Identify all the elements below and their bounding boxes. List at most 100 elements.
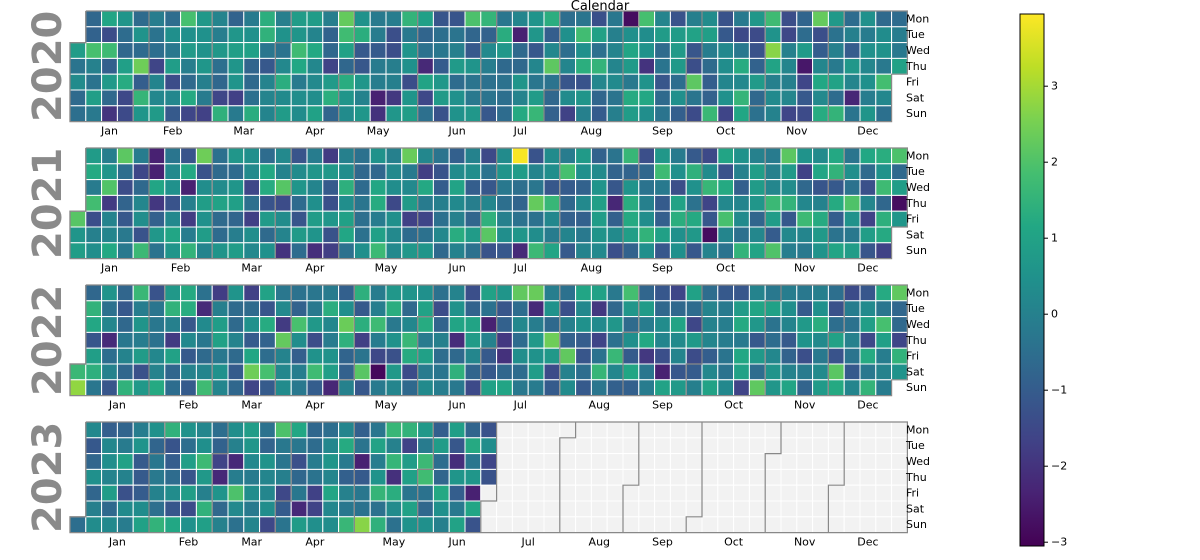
day-cell (764, 516, 782, 534)
day-cell (875, 453, 893, 470)
day-cell (148, 73, 166, 91)
day-cell (101, 73, 118, 91)
day-cell (496, 105, 513, 123)
day-cell (290, 316, 308, 333)
day-cell (559, 179, 577, 196)
day-cell (812, 453, 829, 470)
day-cell (748, 10, 766, 28)
day-cell (859, 57, 877, 75)
day-cell (353, 284, 371, 302)
day-cell (717, 300, 735, 318)
day-cell (654, 347, 671, 365)
day-cell (733, 89, 750, 107)
day-cell (259, 163, 276, 181)
day-cell (464, 468, 482, 486)
day-cell (385, 179, 403, 196)
day-cell (733, 42, 750, 59)
day-cell (116, 347, 134, 365)
day-cell (227, 516, 245, 534)
day-cell (669, 163, 687, 181)
day-cell (85, 453, 103, 470)
day-cell (590, 437, 608, 455)
month-boundary (827, 148, 845, 259)
month-boundary (622, 148, 640, 259)
day-cell (559, 147, 577, 165)
day-cell (527, 210, 545, 228)
day-cell (654, 42, 671, 59)
day-cell (717, 316, 735, 333)
day-cell (148, 453, 166, 470)
day-cell (606, 300, 624, 318)
day-cell (511, 242, 529, 260)
day-cell (101, 300, 118, 318)
day-cell (733, 347, 750, 365)
day-cell (132, 484, 150, 502)
day-cell (401, 57, 419, 75)
day-cell (606, 331, 624, 349)
day-cell (274, 484, 292, 502)
day-cell (148, 89, 166, 107)
day-cell (543, 73, 561, 91)
day-cell (227, 242, 245, 260)
day-cell (527, 57, 545, 75)
day-cell (480, 163, 498, 181)
day-cell (164, 284, 182, 302)
day-cell (827, 379, 845, 397)
month-boundary (559, 422, 577, 533)
day-cell (559, 300, 577, 318)
day-cell (385, 421, 403, 439)
day-cell (417, 331, 434, 349)
day-cell (701, 363, 719, 381)
day-cell (764, 316, 782, 333)
day-cell (733, 26, 750, 44)
day-cell (243, 484, 261, 502)
day-cell (701, 210, 719, 228)
month-label: Jun (448, 399, 466, 412)
month-boundary (211, 285, 229, 396)
day-cell (622, 468, 640, 486)
day-cell (843, 316, 861, 333)
day-cell (385, 468, 403, 486)
day-cell (733, 500, 750, 518)
day-cell (448, 73, 466, 91)
day-cell (559, 10, 577, 28)
day-cell (543, 500, 561, 518)
month-outlines-2023 (69, 421, 909, 534)
day-cell (527, 437, 545, 455)
day-cell (369, 226, 387, 244)
day-cell (511, 210, 529, 228)
day-cell (211, 57, 229, 75)
day-cell (843, 242, 861, 260)
day-label: Wed (906, 181, 930, 194)
day-cell (385, 42, 403, 59)
day-cell (259, 500, 276, 518)
day-cell (717, 226, 735, 244)
day-cell (575, 316, 592, 333)
day-cell (338, 179, 355, 196)
day-cell (859, 147, 877, 165)
day-cell (401, 437, 419, 455)
day-cell (796, 147, 814, 165)
day-cell (543, 194, 561, 212)
day-cell (101, 284, 118, 302)
month-boundary (764, 422, 782, 533)
day-cell (543, 179, 561, 196)
day-cell (606, 437, 624, 455)
day-cell (685, 484, 703, 502)
day-cell (243, 300, 261, 318)
month-label: Aug (581, 262, 602, 275)
day-cell (227, 26, 245, 44)
day-cell (290, 89, 308, 107)
day-cell (306, 194, 324, 212)
day-cell (606, 42, 624, 59)
day-cell (211, 242, 229, 260)
day-cell (859, 242, 877, 260)
day-cell (827, 437, 845, 455)
day-cell (511, 300, 529, 318)
day-cell (401, 284, 419, 302)
day-cell (432, 484, 450, 502)
day-cell (290, 331, 308, 349)
day-cell (733, 484, 750, 502)
day-cell (875, 516, 893, 534)
day-cell (401, 468, 419, 486)
